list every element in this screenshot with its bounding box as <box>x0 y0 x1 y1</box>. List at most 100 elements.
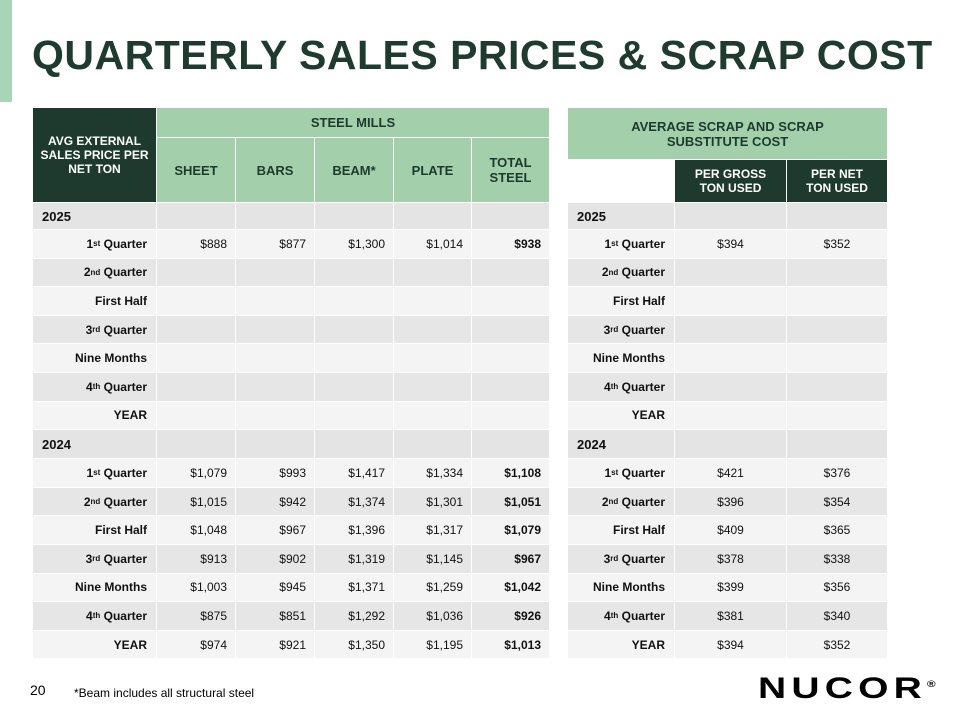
ordinal: 2 <box>83 494 91 509</box>
ordinal-suffix: rd <box>610 554 619 564</box>
ordinal: 4 <box>86 608 93 623</box>
value-cell: $921 <box>236 630 315 660</box>
value-cell <box>315 258 394 288</box>
value-cell: $1,042 <box>472 573 550 603</box>
ordinal-suffix: th <box>92 611 101 621</box>
value-cell: $376 <box>787 459 888 488</box>
row-header: First Half <box>568 287 675 316</box>
row-label: Quarter <box>621 608 665 623</box>
ordinal: 4 <box>86 379 93 394</box>
value-cell: $1,036 <box>394 602 472 631</box>
ordinal-suffix: th <box>92 382 101 392</box>
value-cell: $967 <box>472 545 550 574</box>
column-header: PLATE <box>394 138 472 203</box>
ordinal: 4 <box>604 608 611 623</box>
row-label: Quarter <box>103 379 147 394</box>
value-cell <box>315 315 394 345</box>
value-cell <box>472 287 550 316</box>
row-label: Quarter <box>103 465 147 480</box>
section-year: 2025 <box>33 203 157 230</box>
section-cell <box>472 430 550 460</box>
row-label: Quarter <box>103 494 147 509</box>
row-header: First Half <box>33 287 157 316</box>
section-cell <box>394 430 472 460</box>
row-header: First Half <box>568 516 675 545</box>
value-cell <box>394 373 472 402</box>
ordinal: 2 <box>601 265 609 280</box>
ordinal-suffix: th <box>610 382 619 392</box>
ordinal: 1 <box>86 465 94 480</box>
row-label: First Half <box>612 293 665 308</box>
value-cell: $1,292 <box>315 602 394 631</box>
value-cell: $394 <box>675 230 787 259</box>
column-header: TOTAL STEEL <box>472 138 550 203</box>
value-cell: $1,371 <box>315 573 394 603</box>
logo-reg: ® <box>927 679 936 689</box>
row-label: YEAR <box>631 408 665 423</box>
value-cell: $1,417 <box>315 459 394 488</box>
section-cell <box>675 430 787 460</box>
value-cell <box>675 373 787 402</box>
value-cell <box>472 258 550 288</box>
ordinal: 1 <box>604 465 612 480</box>
row-label: YEAR <box>631 637 665 652</box>
value-cell <box>675 344 787 373</box>
row-label: Quarter <box>621 494 665 509</box>
value-cell <box>315 373 394 402</box>
value-cell: $1,048 <box>157 516 236 545</box>
value-cell: $378 <box>675 545 787 574</box>
section-cell <box>315 203 394 230</box>
value-cell: $1,079 <box>157 459 236 488</box>
value-cell <box>787 344 888 373</box>
group-header: STEEL MILLS <box>157 108 550 138</box>
value-cell <box>315 344 394 373</box>
ordinal: 3 <box>85 322 93 337</box>
value-cell: $1,014 <box>394 230 472 259</box>
row-label: Quarter <box>621 465 665 480</box>
row-header: YEAR <box>568 630 675 660</box>
row-header: Nine Months <box>33 573 157 603</box>
value-cell <box>787 287 888 316</box>
row-label: Nine Months <box>593 580 665 595</box>
row-header: YEAR <box>33 630 157 660</box>
row-header: Nine Months <box>33 344 157 373</box>
value-cell: $1,145 <box>394 545 472 574</box>
row-label: Quarter <box>103 551 147 566</box>
value-cell: $902 <box>236 545 315 574</box>
value-cell: $1,301 <box>394 487 472 517</box>
row-header: Nine Months <box>568 573 675 603</box>
value-cell: $1,350 <box>315 630 394 660</box>
value-cell: $1,003 <box>157 573 236 603</box>
value-cell <box>315 287 394 316</box>
row-label: Nine Months <box>75 580 147 595</box>
value-cell: $1,317 <box>394 516 472 545</box>
value-cell <box>236 315 315 345</box>
section-cell <box>394 203 472 230</box>
ordinal-suffix: st <box>611 239 619 249</box>
section-cell <box>472 203 550 230</box>
row-label: Quarter <box>103 608 147 623</box>
value-cell: $1,013 <box>472 630 550 660</box>
ordinal-suffix: st <box>93 468 101 478</box>
value-cell: $1,015 <box>157 487 236 517</box>
accent-bar <box>0 0 12 102</box>
value-cell: $1,319 <box>315 545 394 574</box>
value-cell <box>787 401 888 431</box>
row-header: YEAR <box>33 401 157 431</box>
row-header: YEAR <box>568 401 675 431</box>
ordinal: 4 <box>604 379 611 394</box>
section-cell <box>787 203 888 230</box>
title: QUARTERLY SALES PRICES & SCRAP COST <box>32 32 933 78</box>
value-cell <box>157 401 236 431</box>
row-label: Quarter <box>103 322 147 337</box>
section-cell <box>315 430 394 460</box>
value-cell <box>787 373 888 402</box>
value-cell <box>157 373 236 402</box>
ordinal: 3 <box>603 551 611 566</box>
value-cell <box>472 373 550 402</box>
column-header: BEAM* <box>315 138 394 203</box>
